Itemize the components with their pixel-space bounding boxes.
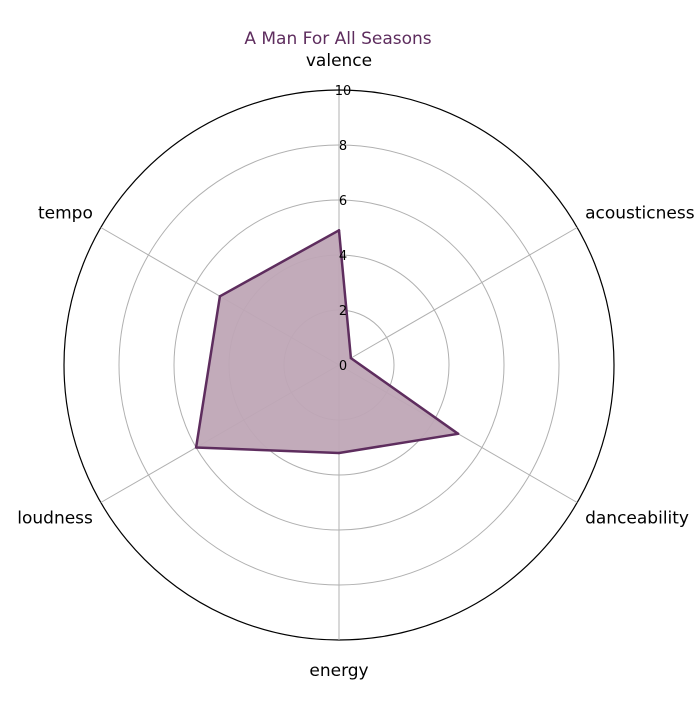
chart-title: A Man For All Seasons xyxy=(244,29,431,49)
data-point-acousticness xyxy=(349,356,353,360)
data-point-energy xyxy=(337,451,341,455)
data-point-tempo xyxy=(218,295,222,298)
data-point-loudness xyxy=(194,446,198,449)
data-point-danceability xyxy=(456,432,460,435)
axis-label-energy: energy xyxy=(309,661,368,681)
tick-layer: 0 2 4 6 8 10 xyxy=(335,84,352,374)
axis-label-valence: valence xyxy=(306,51,372,71)
spoke-acousticness xyxy=(338,227,578,366)
r-tick-label: 0 xyxy=(339,359,347,374)
axis-label-danceability: danceability xyxy=(585,509,689,529)
r-tick-label: 8 xyxy=(339,139,347,154)
axis-label-tempo: tempo xyxy=(38,204,93,224)
data-point-valence xyxy=(337,229,341,232)
axis-label-acousticness: acousticness xyxy=(585,204,695,224)
r-tick-label: 2 xyxy=(339,304,347,319)
r-tick-label: 6 xyxy=(339,194,347,209)
series-layer xyxy=(194,229,460,455)
axis-label-layer: valence acousticness danceability energy lou… xyxy=(17,51,694,681)
r-tick-label: 10 xyxy=(335,84,352,99)
series-area xyxy=(196,230,459,453)
axis-label-loudness: loudness xyxy=(17,509,93,529)
r-tick-label: 4 xyxy=(339,249,347,264)
